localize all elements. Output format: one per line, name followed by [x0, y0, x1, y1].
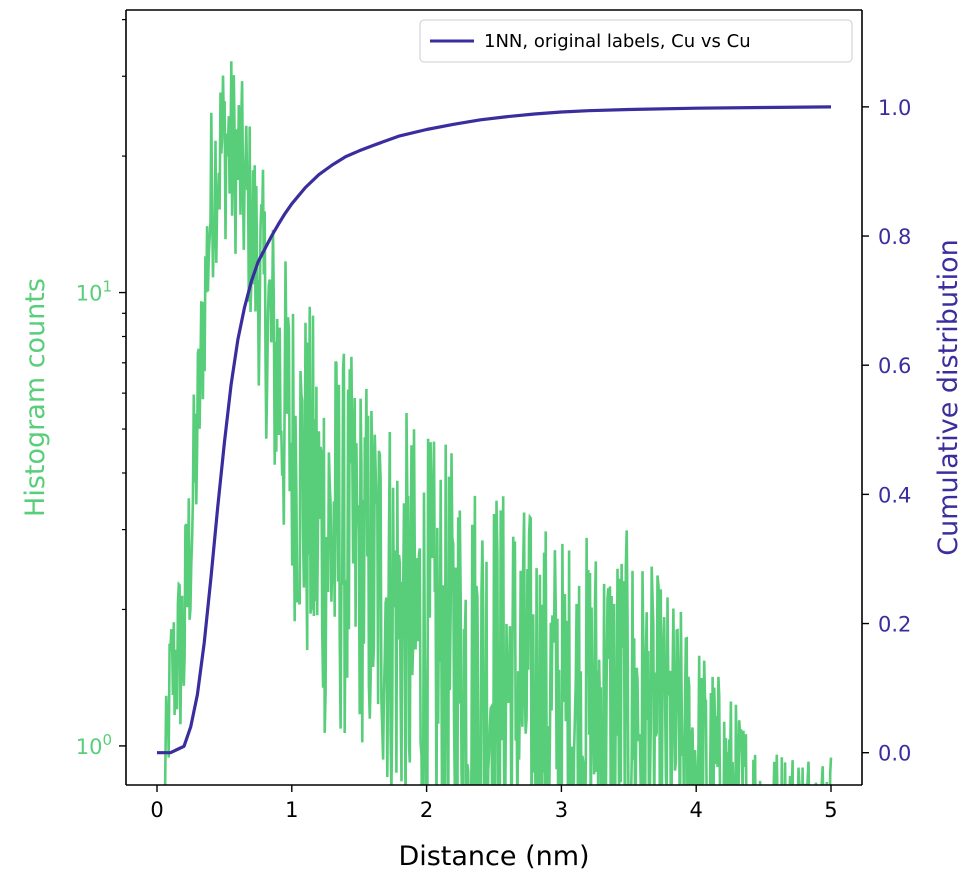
- x-tick-label: 4: [690, 798, 703, 822]
- y-right-tick-label: 0.4: [878, 483, 911, 507]
- y-right-tick-label: 1.0: [878, 96, 911, 120]
- cumulative-layer: [157, 105, 832, 755]
- y-left-tick-base: 10: [76, 282, 103, 306]
- histogram-layer: [163, 61, 833, 785]
- x-tick-label: 0: [150, 798, 163, 822]
- y-axis-label-right: Cumulative distribution: [933, 239, 964, 556]
- axes: [125, 9, 863, 786]
- x-tick-label: 5: [824, 798, 837, 822]
- y-left-tick-label: 101: [76, 278, 112, 306]
- cumulative-series-line: [157, 105, 832, 755]
- y-left-tick-exponent: 0: [102, 731, 112, 749]
- legend-box: [419, 19, 853, 63]
- plot-area: [157, 61, 833, 785]
- x-tick-label: 3: [555, 798, 568, 822]
- y-left-tick-exponent: 1: [102, 278, 112, 296]
- y-right-tick-label: 0.8: [878, 225, 911, 249]
- y-left-tick-label: 100: [76, 731, 112, 759]
- legend-label-cumulative: 1NN, original labels, Cu vs Cu: [484, 31, 751, 52]
- x-axis-label: Distance (nm): [398, 841, 589, 872]
- x-tick-label: 1: [285, 798, 298, 822]
- x-tick-label: 2: [420, 798, 433, 822]
- y-right-tick-label: 0.2: [878, 613, 911, 637]
- legend: 1NN, original labels, Cu vs Cu: [419, 19, 853, 63]
- y-right-tick-label: 0.0: [878, 742, 911, 766]
- histogram-series: [163, 61, 833, 785]
- y-right-tick-label: 0.6: [878, 354, 911, 378]
- y-left-tick-base: 10: [76, 735, 103, 759]
- y-axis-label-left: Histogram counts: [20, 278, 51, 517]
